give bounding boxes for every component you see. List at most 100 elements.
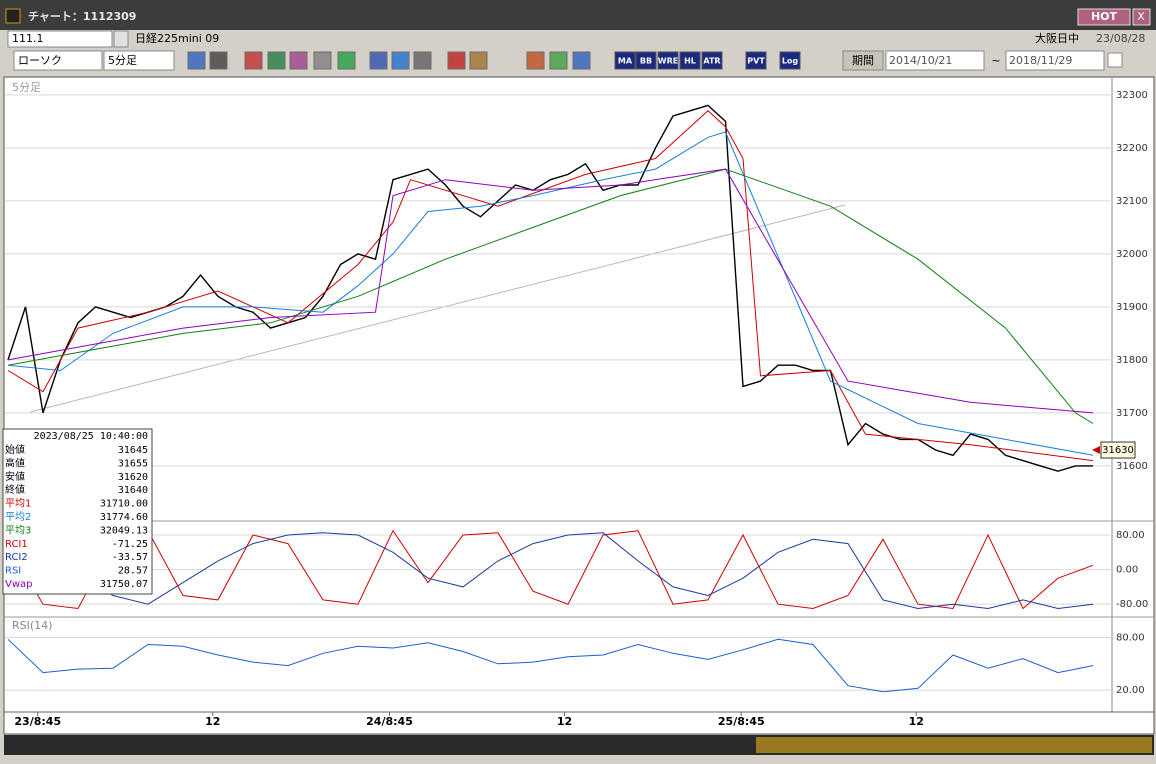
- toolbar-icon[interactable]: [369, 51, 388, 70]
- checkbox[interactable]: [1107, 52, 1123, 68]
- info-label: 平均3: [5, 524, 31, 536]
- interval-select[interactable]: [103, 50, 175, 71]
- scroll-thumb[interactable]: [756, 737, 1152, 753]
- y-tick-label: -80.00: [1116, 599, 1148, 610]
- toolbar-button-label[interactable]: Log: [782, 57, 799, 66]
- trend-line: [29, 204, 846, 413]
- info-label: RCI1: [5, 539, 28, 550]
- chart-type-select[interactable]: [13, 50, 103, 71]
- code-dropdown[interactable]: [113, 30, 129, 48]
- info-value: -71.25: [112, 539, 148, 550]
- to-date[interactable]: 2018/11/29: [1009, 54, 1072, 67]
- series-line: [7, 168, 1094, 424]
- x-tick-label: 12: [205, 715, 220, 728]
- toolbar-icon[interactable]: [447, 51, 466, 70]
- interval[interactable]: 5分足: [108, 54, 137, 67]
- period-button[interactable]: [842, 50, 884, 71]
- toolbar-button[interactable]: [614, 51, 636, 70]
- y-tick-label: 80.00: [1116, 633, 1145, 644]
- info-value: 31710.00: [100, 499, 148, 510]
- toolbar-button-label[interactable]: PVT: [747, 57, 765, 66]
- info-value: 31620: [118, 472, 148, 483]
- toolbar-button-label[interactable]: MA: [618, 57, 633, 66]
- interval-caption: 5分足: [12, 81, 41, 94]
- close-button[interactable]: [1132, 8, 1151, 26]
- toolbar-icon[interactable]: [413, 51, 432, 70]
- toolbar-button[interactable]: [745, 51, 767, 70]
- x-tick-label: 12: [909, 715, 924, 728]
- y-tick-label: 31600: [1116, 461, 1148, 472]
- series-line: [7, 529, 1094, 610]
- info-label: 高値: [5, 456, 25, 469]
- x-tick-label: 25/8:45: [718, 715, 765, 728]
- hot-label[interactable]: HOT: [1091, 10, 1118, 23]
- x-tick-label: 12: [557, 715, 572, 728]
- info-value: 31645: [118, 445, 148, 456]
- hot-button[interactable]: [1077, 8, 1131, 26]
- info-label: 平均2: [5, 511, 31, 523]
- close-label[interactable]: X: [1137, 10, 1145, 23]
- toolbar-button[interactable]: [635, 51, 657, 70]
- info-value: 28.57: [118, 566, 148, 577]
- app-icon: [5, 8, 21, 24]
- y-tick-label: 31700: [1116, 408, 1148, 419]
- y-tick-label: 32000: [1116, 249, 1148, 260]
- info-value: 31774.60: [100, 512, 148, 523]
- x-tick-label: 23/8:45: [14, 715, 61, 728]
- toolbar-icon[interactable]: [469, 51, 488, 70]
- rsi-caption: RSI(14): [12, 619, 52, 632]
- info-label: RCI2: [5, 552, 28, 563]
- y-tick-label: 32200: [1116, 143, 1148, 154]
- info-label: 安値: [5, 470, 25, 483]
- info-label: 始値: [5, 443, 25, 456]
- toolbar-button[interactable]: [679, 51, 701, 70]
- toolbar-icon[interactable]: [267, 51, 286, 70]
- y-tick-label: 31800: [1116, 355, 1148, 366]
- series-line: [7, 532, 1094, 610]
- toolbar-button[interactable]: [657, 51, 679, 70]
- window-title: チャート：1112309: [28, 10, 136, 23]
- x-tick-label: 24/8:45: [366, 715, 413, 728]
- last-price-box: [1100, 441, 1136, 459]
- last-price: 31630: [1102, 445, 1134, 456]
- y-tick-label: 20.00: [1116, 685, 1145, 696]
- info-label: RSI: [5, 566, 21, 577]
- toolbar-icon[interactable]: [289, 51, 308, 70]
- chart-frame: [3, 76, 1155, 735]
- chart-type[interactable]: ローソク: [18, 54, 62, 67]
- period-label[interactable]: 期間: [852, 54, 874, 67]
- instrument: 日経225mini 09: [135, 32, 219, 45]
- info-label: 終値: [5, 483, 25, 496]
- code-input[interactable]: [7, 30, 113, 48]
- y-tick-label: 31900: [1116, 302, 1148, 313]
- tilde: ~: [991, 54, 1000, 67]
- toolbar-icon[interactable]: [391, 51, 410, 70]
- series-line: [7, 110, 1094, 462]
- toolbar-button[interactable]: [701, 51, 723, 70]
- to-date-input[interactable]: [1005, 50, 1105, 71]
- market: 大阪日中: [1035, 31, 1079, 45]
- toolbar-button-label[interactable]: ATR: [703, 57, 720, 66]
- from-date[interactable]: 2014/10/21: [889, 54, 952, 67]
- toolbar-button-label[interactable]: HL: [684, 57, 696, 66]
- toolbar-button[interactable]: [779, 51, 801, 70]
- y-tick-label: 32300: [1116, 90, 1148, 101]
- y-tick-label: 32100: [1116, 196, 1148, 207]
- toolbar-icon[interactable]: [209, 51, 228, 70]
- toolbar-icon[interactable]: [572, 51, 591, 70]
- series-line: [7, 131, 1094, 456]
- toolbar-button-label[interactable]: BB: [640, 57, 652, 66]
- toolbar-icon[interactable]: [549, 51, 568, 70]
- info-value: 31655: [118, 458, 148, 469]
- toolbar-icon[interactable]: [526, 51, 545, 70]
- code-text[interactable]: 111.1: [12, 32, 44, 45]
- toolbar-icon[interactable]: [313, 51, 332, 70]
- from-date-input[interactable]: [885, 50, 985, 71]
- toolbar-icon[interactable]: [337, 51, 356, 70]
- info-value: 32049.13: [100, 525, 148, 536]
- toolbar-button-label[interactable]: WRE: [658, 57, 678, 66]
- toolbar-icon[interactable]: [187, 51, 206, 70]
- toolbar-icon[interactable]: [244, 51, 263, 70]
- info-label: 平均1: [5, 498, 31, 510]
